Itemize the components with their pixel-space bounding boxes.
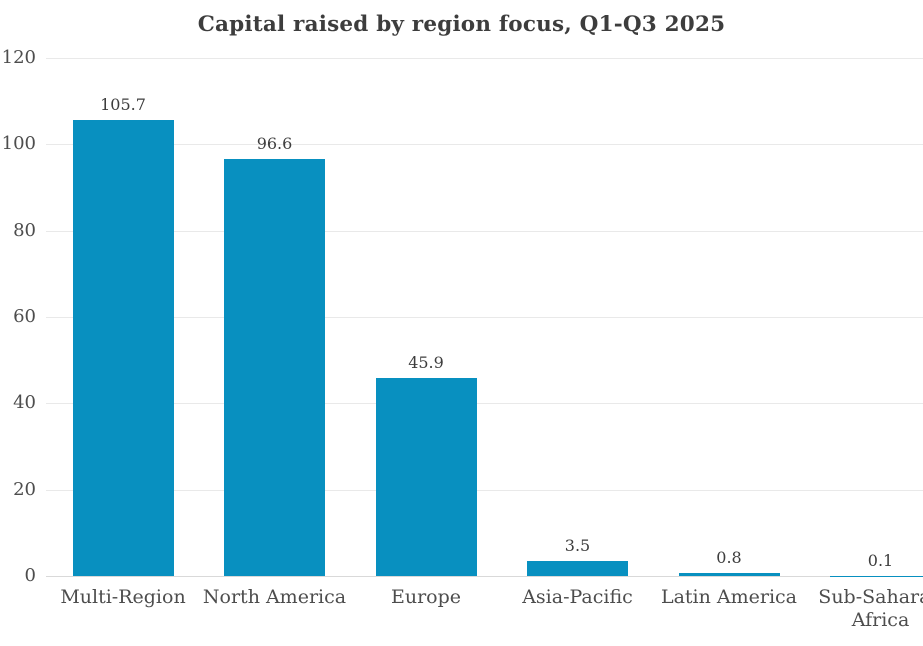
- bar-value-label: 105.7: [100, 94, 146, 114]
- bar: [678, 572, 780, 576]
- category-label: Sub-Saharan Africa: [818, 586, 923, 631]
- category-label: Asia-Pacific: [522, 586, 633, 608]
- gridline: [46, 58, 923, 59]
- y-tick-label: 60: [13, 306, 36, 327]
- gridline: [46, 144, 923, 146]
- gridline: [46, 317, 923, 318]
- bar: [527, 560, 628, 576]
- y-tick-label: 0: [24, 565, 36, 586]
- bar: [72, 119, 174, 576]
- bar-value-label: 0.1: [867, 550, 894, 570]
- y-tick-label: 40: [13, 392, 36, 414]
- category-label: Latin America: [660, 586, 798, 608]
- bar: [375, 377, 477, 576]
- y-tick-label: 120: [1, 47, 36, 68]
- category-label: Multi-Region: [60, 586, 186, 608]
- x-axis-line: [46, 576, 923, 577]
- category-label: North America: [202, 586, 347, 608]
- chart-title: Capital raised by region focus, Q1-Q3 20…: [197, 12, 726, 37]
- category-label: Europe: [390, 586, 462, 608]
- bar-value-label: 96.6: [256, 134, 293, 153]
- bar-value-label: 3.5: [564, 535, 591, 555]
- bar: [224, 159, 325, 576]
- y-tick-label: 100: [1, 133, 36, 155]
- y-tick-label: 80: [13, 219, 36, 241]
- gridline: [46, 403, 923, 405]
- bar-value-label: 45.9: [408, 352, 444, 372]
- bar-value-label: 0.8: [716, 547, 742, 567]
- y-tick-label: 20: [13, 478, 36, 500]
- gridline: [46, 489, 923, 491]
- gridline: [46, 230, 923, 232]
